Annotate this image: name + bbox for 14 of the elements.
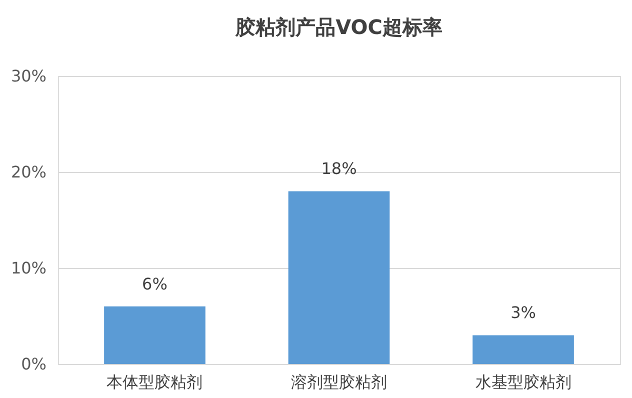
y-tick-label: 30% — [10, 66, 46, 86]
x-tick-label: 本体型胶粘剂 — [106, 372, 203, 392]
data-label: 18% — [321, 159, 357, 178]
data-label: 6% — [142, 274, 168, 294]
chart-title: 胶粘剂产品VOC超标率 — [234, 15, 442, 39]
x-tick-label: 水基型胶粘剂 — [475, 372, 572, 392]
bar — [288, 191, 390, 364]
data-label: 3% — [510, 303, 536, 322]
bar — [472, 335, 574, 364]
y-tick-label: 20% — [10, 162, 46, 182]
bar — [104, 306, 206, 364]
x-tick-label: 溶剂型胶粘剂 — [291, 372, 387, 392]
y-tick-label: 0% — [21, 354, 46, 374]
y-tick-label: 10% — [10, 258, 46, 278]
